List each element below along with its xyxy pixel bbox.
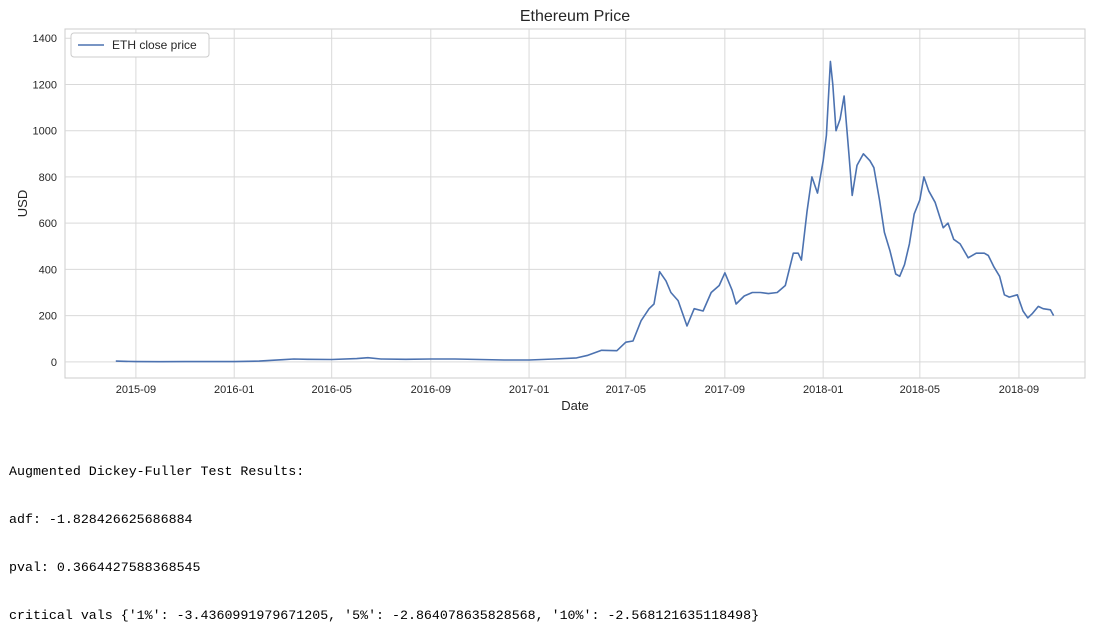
x-tick-label: 2016-01 bbox=[214, 384, 254, 396]
y-tick-label: 600 bbox=[39, 218, 57, 230]
legend-entry-eth-close-price: ETH close price bbox=[112, 38, 197, 52]
chart-area: 0 200 400 600 800 1000 1200 1400 2015-09 2016-01 2… bbox=[15, 8, 1086, 413]
chart-title: Ethereum Price bbox=[520, 8, 630, 25]
x-tick-label: 2016-09 bbox=[411, 384, 451, 396]
plot-background bbox=[64, 28, 1086, 379]
output-line-heading: Augmented Dickey-Fuller Test Results: bbox=[9, 464, 305, 479]
y-tick-label: 1400 bbox=[33, 33, 57, 45]
series-line-eth-close-price bbox=[115, 60, 1055, 363]
x-tick-label: 2015-09 bbox=[116, 384, 156, 396]
x-tick-label: 2018-01 bbox=[803, 384, 843, 396]
x-axis-label: Date bbox=[561, 398, 588, 413]
y-tick-label: 0 bbox=[51, 357, 57, 369]
x-tick-label: 2017-09 bbox=[705, 384, 745, 396]
y-tick-label: 400 bbox=[39, 264, 57, 276]
grid bbox=[65, 29, 1085, 378]
y-tick-label: 1200 bbox=[33, 79, 57, 91]
price-chart: 0 200 400 600 800 1000 1200 1400 2015-09 2016-01 2… bbox=[15, 8, 1086, 413]
series-layer bbox=[115, 60, 1055, 363]
y-axis-label: USD bbox=[15, 190, 30, 217]
axes: 0 200 400 600 800 1000 1200 1400 2015-09 2016-01 2… bbox=[33, 33, 1040, 396]
y-tick-label: 1000 bbox=[33, 126, 57, 138]
x-tick-label: 2018-09 bbox=[999, 384, 1039, 396]
legend-box bbox=[70, 32, 210, 58]
x-tick-label: 2017-01 bbox=[509, 384, 549, 396]
x-tick-label: 2017-05 bbox=[606, 384, 646, 396]
adf-test-output: Augmented Dickey-Fuller Test Results: ad… bbox=[9, 432, 1094, 640]
output-line-adf: adf: -1.828426625686884 bbox=[9, 512, 193, 527]
output-line-pval: pval: 0.3664427588368545 bbox=[9, 560, 201, 575]
x-tick-label: 2018-05 bbox=[900, 384, 940, 396]
x-tick-label: 2016-05 bbox=[311, 384, 351, 396]
y-tick-label: 200 bbox=[39, 311, 57, 323]
legend: ETH close price bbox=[70, 32, 210, 58]
output-line-critical-vals: critical vals {'1%': -3.4360991979671205… bbox=[9, 608, 760, 623]
y-tick-label: 800 bbox=[39, 172, 57, 184]
